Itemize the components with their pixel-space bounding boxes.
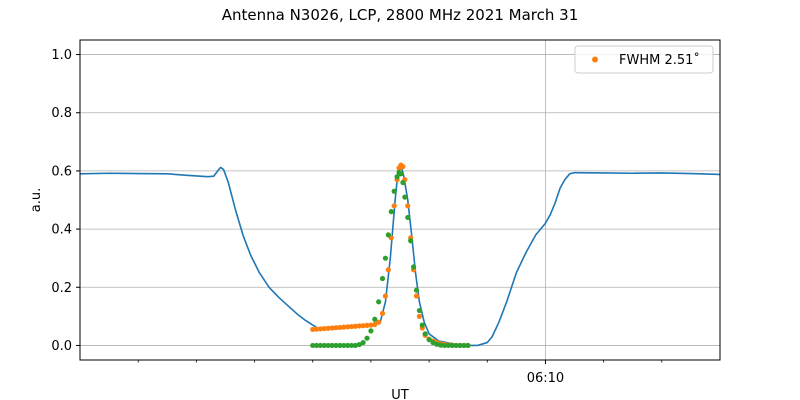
data-point [416,313,422,319]
data-point [372,321,378,328]
data-point [379,310,386,317]
y-tick-label: 0.0 [51,339,72,354]
data-point [333,342,339,349]
data-point [453,342,459,349]
data-point [382,255,389,261]
data-point [457,342,463,349]
data-point [391,203,397,209]
data-point [360,339,366,346]
x-axis-label: UT [391,388,409,400]
y-tick-label: 1.0 [51,48,72,63]
data-point [364,335,370,341]
data-point [465,342,471,349]
legend-marker-fwhm [592,56,598,63]
data-point [368,322,374,328]
x-axis: 06:10 [137,360,663,386]
data-point [345,342,351,349]
data-point [394,174,400,180]
data-point [461,342,467,349]
data-point [337,324,343,331]
data-point [408,238,414,244]
data-point [385,232,391,238]
data-point [430,339,436,346]
data-point [337,342,343,349]
data-point [325,342,331,349]
data-point [314,326,320,332]
data-point [341,324,347,330]
data-point [405,214,411,221]
data-point [400,163,406,170]
data-point [385,267,391,273]
data-point [348,342,355,349]
data-point [438,342,444,348]
data-point [310,326,316,333]
data-point [356,323,362,329]
data-point [325,325,331,331]
data-point [419,322,425,328]
data-point [382,293,389,299]
data-point [416,307,422,314]
data-point [348,323,355,330]
data-point [398,171,404,177]
data-point [345,324,351,330]
y-axis-label: a.u. [29,188,44,212]
data-point [321,342,327,349]
plot-frame [79,39,721,361]
plot-area [79,162,721,349]
y-tick-label: 0.4 [51,223,72,238]
data-point [434,341,440,347]
legend: FWHM 2.51˚ [574,45,714,74]
data-point [413,293,420,299]
y-tick-label: 0.2 [51,281,72,296]
series-points-2 [310,169,471,349]
data-point [388,209,394,215]
data-point [426,337,432,343]
data-point [352,342,358,349]
x-tick-label: 06:10 [527,371,564,386]
data-point [422,331,428,337]
legend-label-fwhm: FWHM 2.51˚ [619,52,700,68]
data-point [379,275,386,282]
data-point [329,342,335,349]
data-point [445,342,452,349]
data-point [413,287,420,293]
data-point [376,299,382,305]
chart-title: Antenna N3026, LCP, 2800 MHz 2021 March … [222,6,579,24]
data-point [410,264,417,270]
data-point [341,342,347,349]
y-axis: 0.0 0.2 0.4 0.6 0.8 1.0 [51,48,80,354]
data-point [333,325,339,331]
data-point [376,319,382,325]
data-point [400,179,406,186]
data-point [391,188,397,194]
data-point [321,325,327,332]
data-point [405,203,411,209]
data-point [352,323,358,329]
data-point [356,341,362,348]
data-point [317,342,324,349]
data-point [372,316,378,322]
data-point [329,325,335,331]
y-tick-label: 0.6 [51,164,72,179]
data-point [360,323,366,329]
data-point [317,326,324,332]
data-point [442,342,448,349]
data-point [449,342,455,349]
data-point [310,342,316,349]
grid [80,40,720,360]
data-point [368,328,374,334]
data-point [402,194,408,200]
y-tick-label: 0.8 [51,106,72,121]
data-point [314,342,320,349]
data-point [364,322,370,328]
series-line-0 [79,164,721,347]
legend-box [574,45,714,74]
